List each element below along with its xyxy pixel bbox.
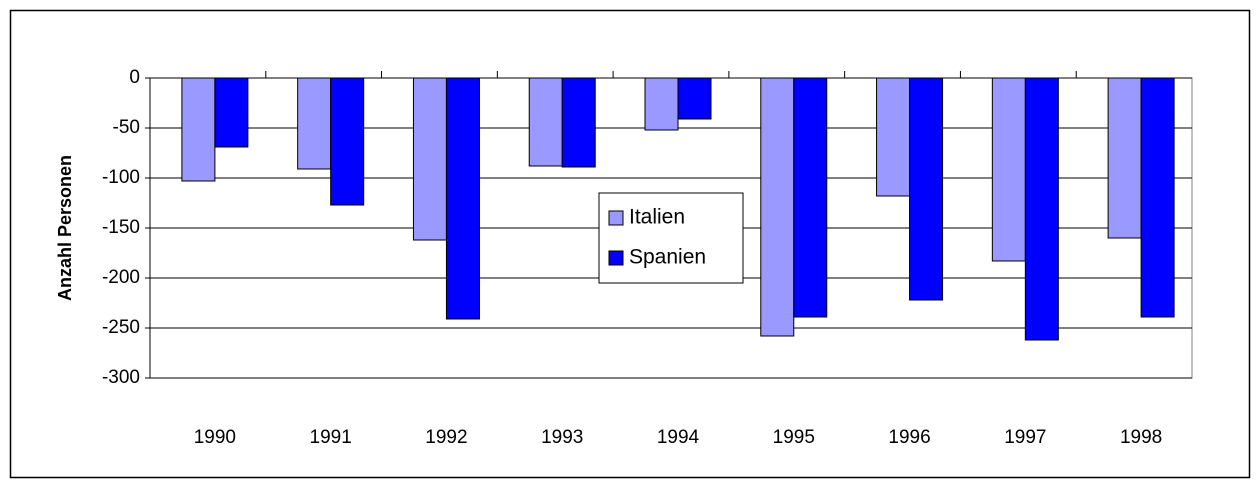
x-tick-label: 1990 [194, 427, 236, 448]
legend-swatch [608, 210, 624, 226]
bar [644, 77, 679, 131]
y-tick-label: -100 [102, 167, 140, 188]
x-tick-label: 1992 [425, 427, 467, 448]
y-tick-label: -150 [102, 217, 140, 238]
bar [445, 77, 480, 320]
bar [1107, 77, 1142, 239]
bar [528, 77, 563, 167]
bar [1024, 77, 1059, 341]
x-tick-label: 1998 [1120, 427, 1162, 448]
y-tick-label: -200 [102, 267, 140, 288]
bar [297, 77, 332, 170]
y-tick-label: -50 [113, 117, 140, 138]
y-axis-label: Anzahl Personen [55, 155, 75, 301]
x-tick-label: 1995 [773, 427, 815, 448]
legend-label: Italien [629, 206, 685, 229]
legend-label: Spanien [629, 246, 706, 269]
bar [1140, 77, 1175, 318]
bar [876, 77, 911, 197]
bar [561, 77, 596, 168]
bar [330, 77, 365, 206]
bar [214, 77, 249, 148]
bar [760, 77, 795, 337]
bar [412, 77, 447, 241]
legend-swatch [608, 250, 624, 266]
bar [991, 77, 1026, 262]
x-tick-label: 1997 [1004, 427, 1046, 448]
x-tick-label: 1996 [888, 427, 930, 448]
y-tick-label: 0 [129, 67, 140, 88]
bar [909, 77, 944, 301]
y-tick-label: -300 [102, 367, 140, 388]
bar [677, 77, 712, 120]
x-tick-label: 1993 [541, 427, 583, 448]
legend-box [598, 192, 744, 284]
x-tick-label: 1994 [657, 427, 700, 448]
bar [793, 77, 828, 318]
y-tick-label: -250 [102, 317, 140, 338]
bar [181, 77, 216, 182]
x-tick-label: 1991 [310, 427, 352, 448]
